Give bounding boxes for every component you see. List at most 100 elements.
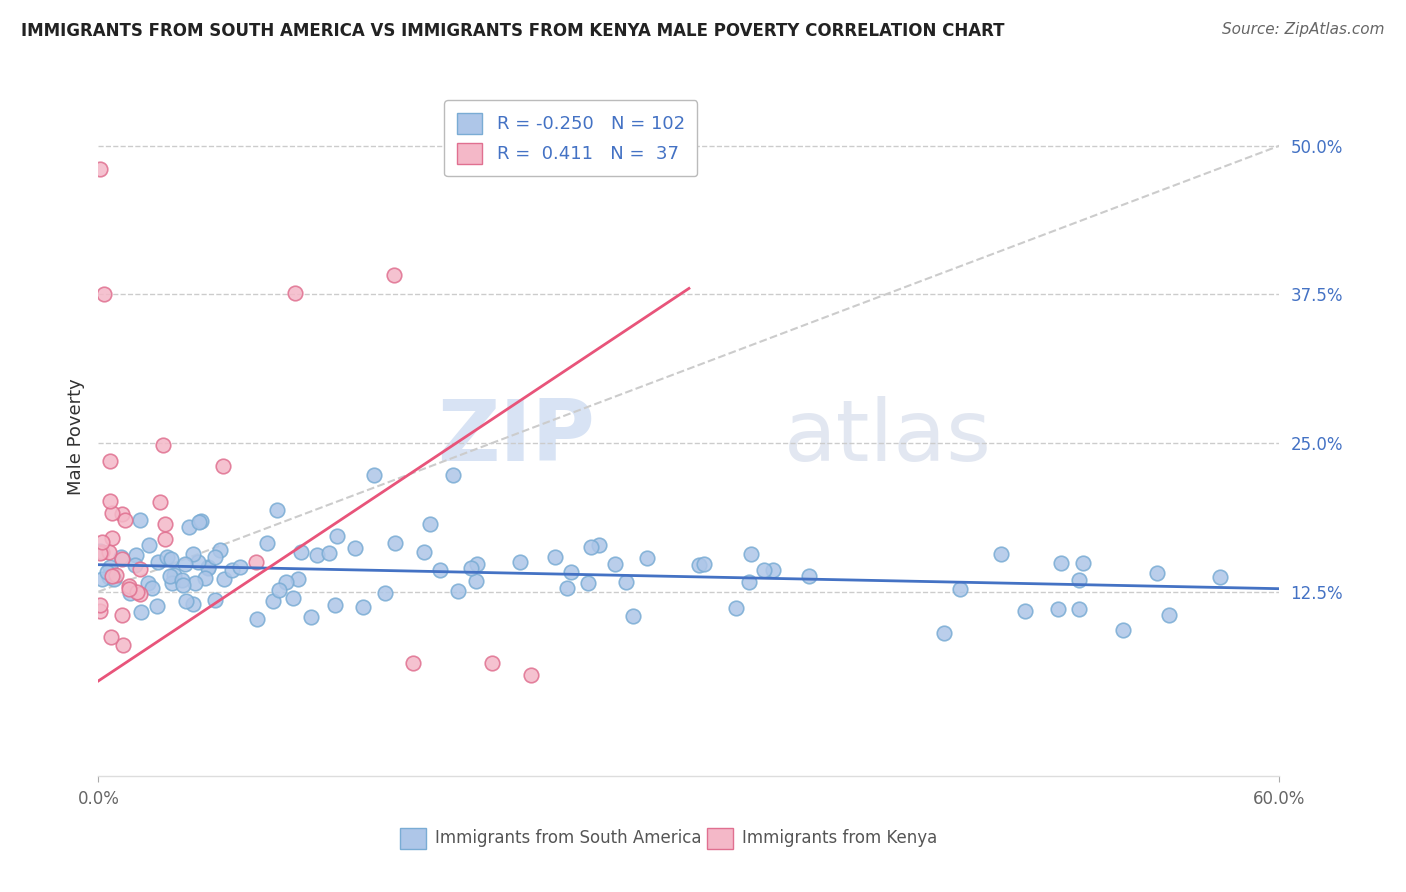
Point [305, 548, 328, 562]
Point [692, 557, 714, 571]
Point [1046, 601, 1069, 615]
Point [197, 560, 219, 574]
Point [520, 115, 543, 129]
Point [481, 656, 503, 670]
Point [156, 549, 179, 564]
Point [402, 656, 425, 670]
Point [89, 604, 111, 618]
Point [98, 545, 121, 559]
Point [90, 545, 112, 559]
Point [588, 538, 610, 552]
Point [323, 598, 346, 612]
Point [91, 572, 114, 586]
Legend: R = -0.250   N = 102, R =  0.411   N =  37: R = -0.250 N = 102, R = 0.411 N = 37 [444, 101, 697, 177]
Point [96, 565, 118, 579]
Point [153, 516, 176, 531]
Point [576, 576, 599, 591]
Point [187, 555, 209, 569]
Point [614, 575, 637, 590]
Point [172, 573, 194, 587]
Point [127, 585, 149, 599]
Point [163, 568, 186, 582]
Point [318, 546, 340, 560]
Y-axis label: Male Poverty: Male Poverty [66, 379, 84, 495]
Point [725, 600, 748, 615]
Point [98, 570, 121, 584]
Point [181, 598, 204, 612]
Point [290, 545, 312, 559]
Point [752, 563, 775, 577]
Point [209, 542, 232, 557]
Point [103, 572, 125, 586]
Point [160, 576, 183, 591]
Point [221, 563, 243, 577]
Point [374, 586, 396, 600]
Point [194, 571, 217, 585]
Point [100, 630, 122, 644]
Point [101, 506, 124, 520]
Point [274, 575, 297, 590]
Point [184, 575, 207, 590]
Point [174, 594, 197, 608]
Point [98, 453, 121, 467]
Point [152, 438, 174, 452]
Point [560, 565, 582, 579]
Point [89, 598, 111, 612]
Point [1050, 556, 1073, 570]
FancyBboxPatch shape [707, 828, 733, 849]
Point [101, 531, 124, 545]
Point [100, 569, 122, 583]
Point [384, 536, 406, 550]
Point [299, 610, 322, 624]
Point [212, 572, 235, 586]
Point [128, 513, 150, 527]
Point [118, 579, 141, 593]
Point [441, 468, 464, 483]
Point [129, 605, 152, 619]
Point [932, 626, 955, 640]
Point [284, 285, 307, 300]
Point [159, 569, 181, 583]
Point [197, 561, 219, 575]
Point [579, 540, 602, 554]
Point [1069, 573, 1091, 587]
Point [183, 547, 205, 561]
Point [179, 519, 201, 533]
Point [204, 550, 226, 565]
Point [447, 584, 470, 599]
Point [124, 558, 146, 572]
Point [382, 268, 405, 282]
Point [465, 557, 488, 571]
FancyBboxPatch shape [399, 828, 426, 849]
Point [212, 458, 235, 473]
Text: Source: ZipAtlas.com: Source: ZipAtlas.com [1222, 22, 1385, 37]
Point [266, 502, 288, 516]
Point [111, 508, 134, 522]
Point [1071, 556, 1094, 570]
Point [256, 536, 278, 550]
Point [89, 162, 111, 177]
Point [98, 494, 121, 508]
Point [245, 555, 267, 569]
Point [128, 562, 150, 576]
Point [173, 557, 195, 571]
Point [1146, 566, 1168, 580]
Point [229, 560, 252, 574]
Point [89, 546, 111, 560]
Point [125, 548, 148, 562]
Point [688, 558, 710, 572]
Point [737, 575, 759, 590]
Point [1112, 623, 1135, 637]
Point [91, 535, 114, 549]
Point [799, 569, 821, 583]
Point [204, 592, 226, 607]
Point [603, 558, 626, 572]
Point [326, 529, 349, 543]
Text: Immigrants from Kenya: Immigrants from Kenya [742, 830, 938, 847]
Point [990, 547, 1012, 561]
Point [190, 514, 212, 528]
Point [105, 568, 128, 582]
Point [520, 668, 543, 682]
Point [419, 516, 441, 531]
Point [343, 541, 366, 555]
